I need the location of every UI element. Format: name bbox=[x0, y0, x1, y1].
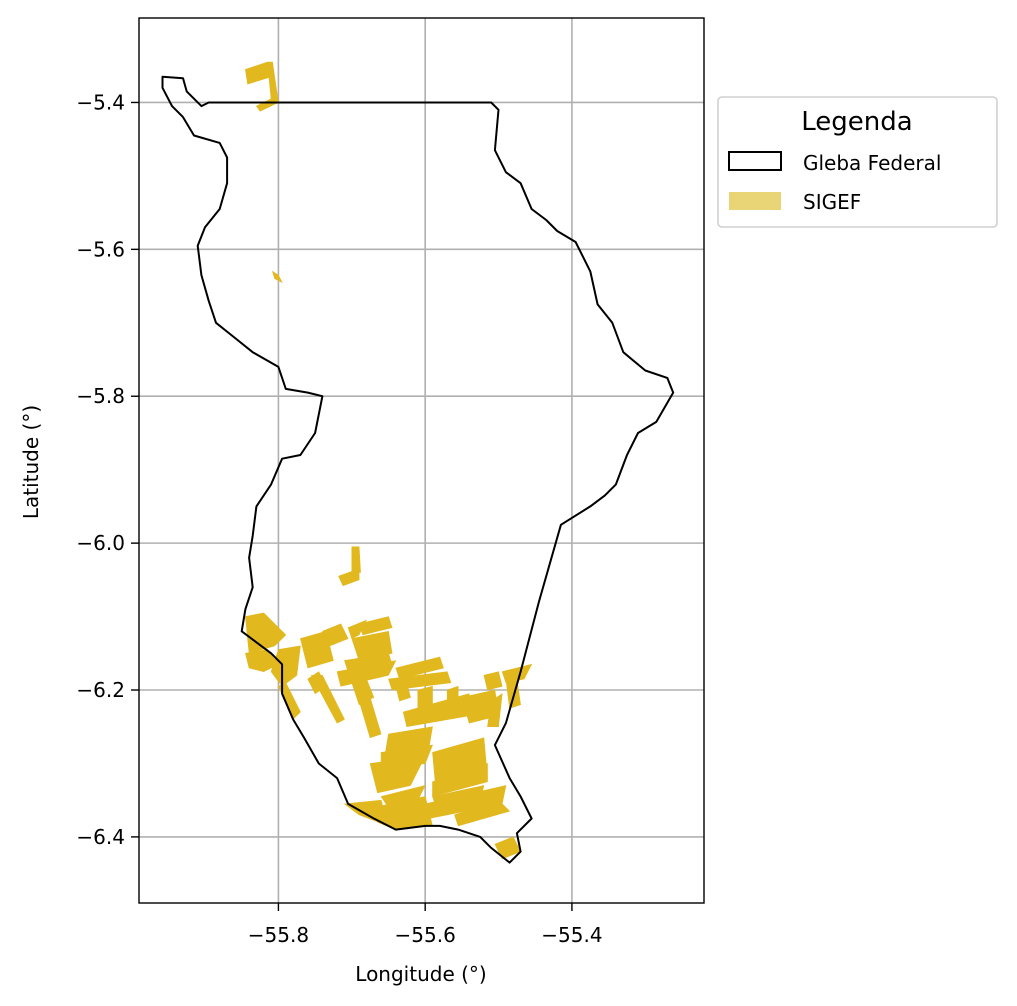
y-tick-label-1: −5.6 bbox=[76, 237, 125, 261]
sigef-parcel-9 bbox=[321, 623, 349, 647]
legend-swatch-gleba-federal bbox=[728, 151, 782, 171]
gleba-federal-boundary bbox=[161, 75, 675, 864]
sigef-parcel-8 bbox=[300, 630, 334, 669]
x-axis-label: Longitude (°) bbox=[355, 962, 486, 986]
sigef-parcel-4 bbox=[338, 568, 360, 587]
x-tick-label-1: −55.6 bbox=[395, 923, 456, 947]
sigef-parcel-22 bbox=[395, 682, 411, 702]
sigef-parcel-25 bbox=[483, 671, 503, 691]
x-axis-ticks: −55.8 −55.6 −55.4 bbox=[248, 903, 603, 947]
legend-label-sigef: SIGEF bbox=[803, 190, 861, 214]
x-tick-label-0: −55.8 bbox=[248, 923, 309, 947]
sigef-parcel-34 bbox=[373, 770, 419, 794]
sigef-parcel-30 bbox=[487, 693, 503, 727]
sigef-parcel-1 bbox=[255, 61, 279, 112]
y-tick-label-0: −5.4 bbox=[76, 90, 125, 114]
sigef-parcel-15 bbox=[395, 656, 444, 680]
y-tick-label-3: −6.0 bbox=[76, 531, 125, 555]
legend-title: Legenda bbox=[801, 107, 912, 137]
legend-swatch-sigef bbox=[729, 192, 781, 210]
sigef-parcel-11 bbox=[358, 616, 393, 636]
legend-label-gleba-federal: Gleba Federal bbox=[803, 151, 941, 175]
sigef-parcel-3 bbox=[351, 546, 361, 573]
gleba-federal-layer bbox=[161, 75, 675, 864]
legend: Legenda Gleba Federal SIGEF bbox=[717, 96, 998, 228]
grid bbox=[139, 18, 704, 903]
sigef-parcel-5 bbox=[245, 612, 287, 654]
sigef-parcel-6 bbox=[245, 649, 279, 673]
x-tick-label-2: −55.4 bbox=[541, 923, 602, 947]
sigef-layer bbox=[245, 61, 533, 860]
sigef-parcel-19 bbox=[310, 675, 345, 724]
y-axis-ticks: −5.4 −5.6 −5.8 −6.0 −6.2 −6.4 bbox=[76, 90, 139, 849]
y-tick-label-4: −6.2 bbox=[76, 678, 125, 702]
sigef-parcel-7 bbox=[270, 645, 301, 687]
sigef-parcel-37 bbox=[432, 763, 488, 797]
plot-frame bbox=[138, 17, 705, 904]
y-axis-label: Latitude (°) bbox=[19, 405, 43, 519]
sigef-parcel-2 bbox=[271, 270, 283, 284]
sigef-parcel-14 bbox=[336, 660, 397, 687]
sigef-parcel-40 bbox=[454, 799, 511, 827]
sigef-parcel-21 bbox=[358, 697, 382, 739]
map-layers bbox=[161, 61, 675, 864]
y-tick-label-2: −5.8 bbox=[76, 384, 125, 408]
sigef-parcel-12 bbox=[351, 630, 393, 661]
legend-frame bbox=[717, 96, 998, 228]
y-tick-label-5: −6.4 bbox=[76, 825, 125, 849]
